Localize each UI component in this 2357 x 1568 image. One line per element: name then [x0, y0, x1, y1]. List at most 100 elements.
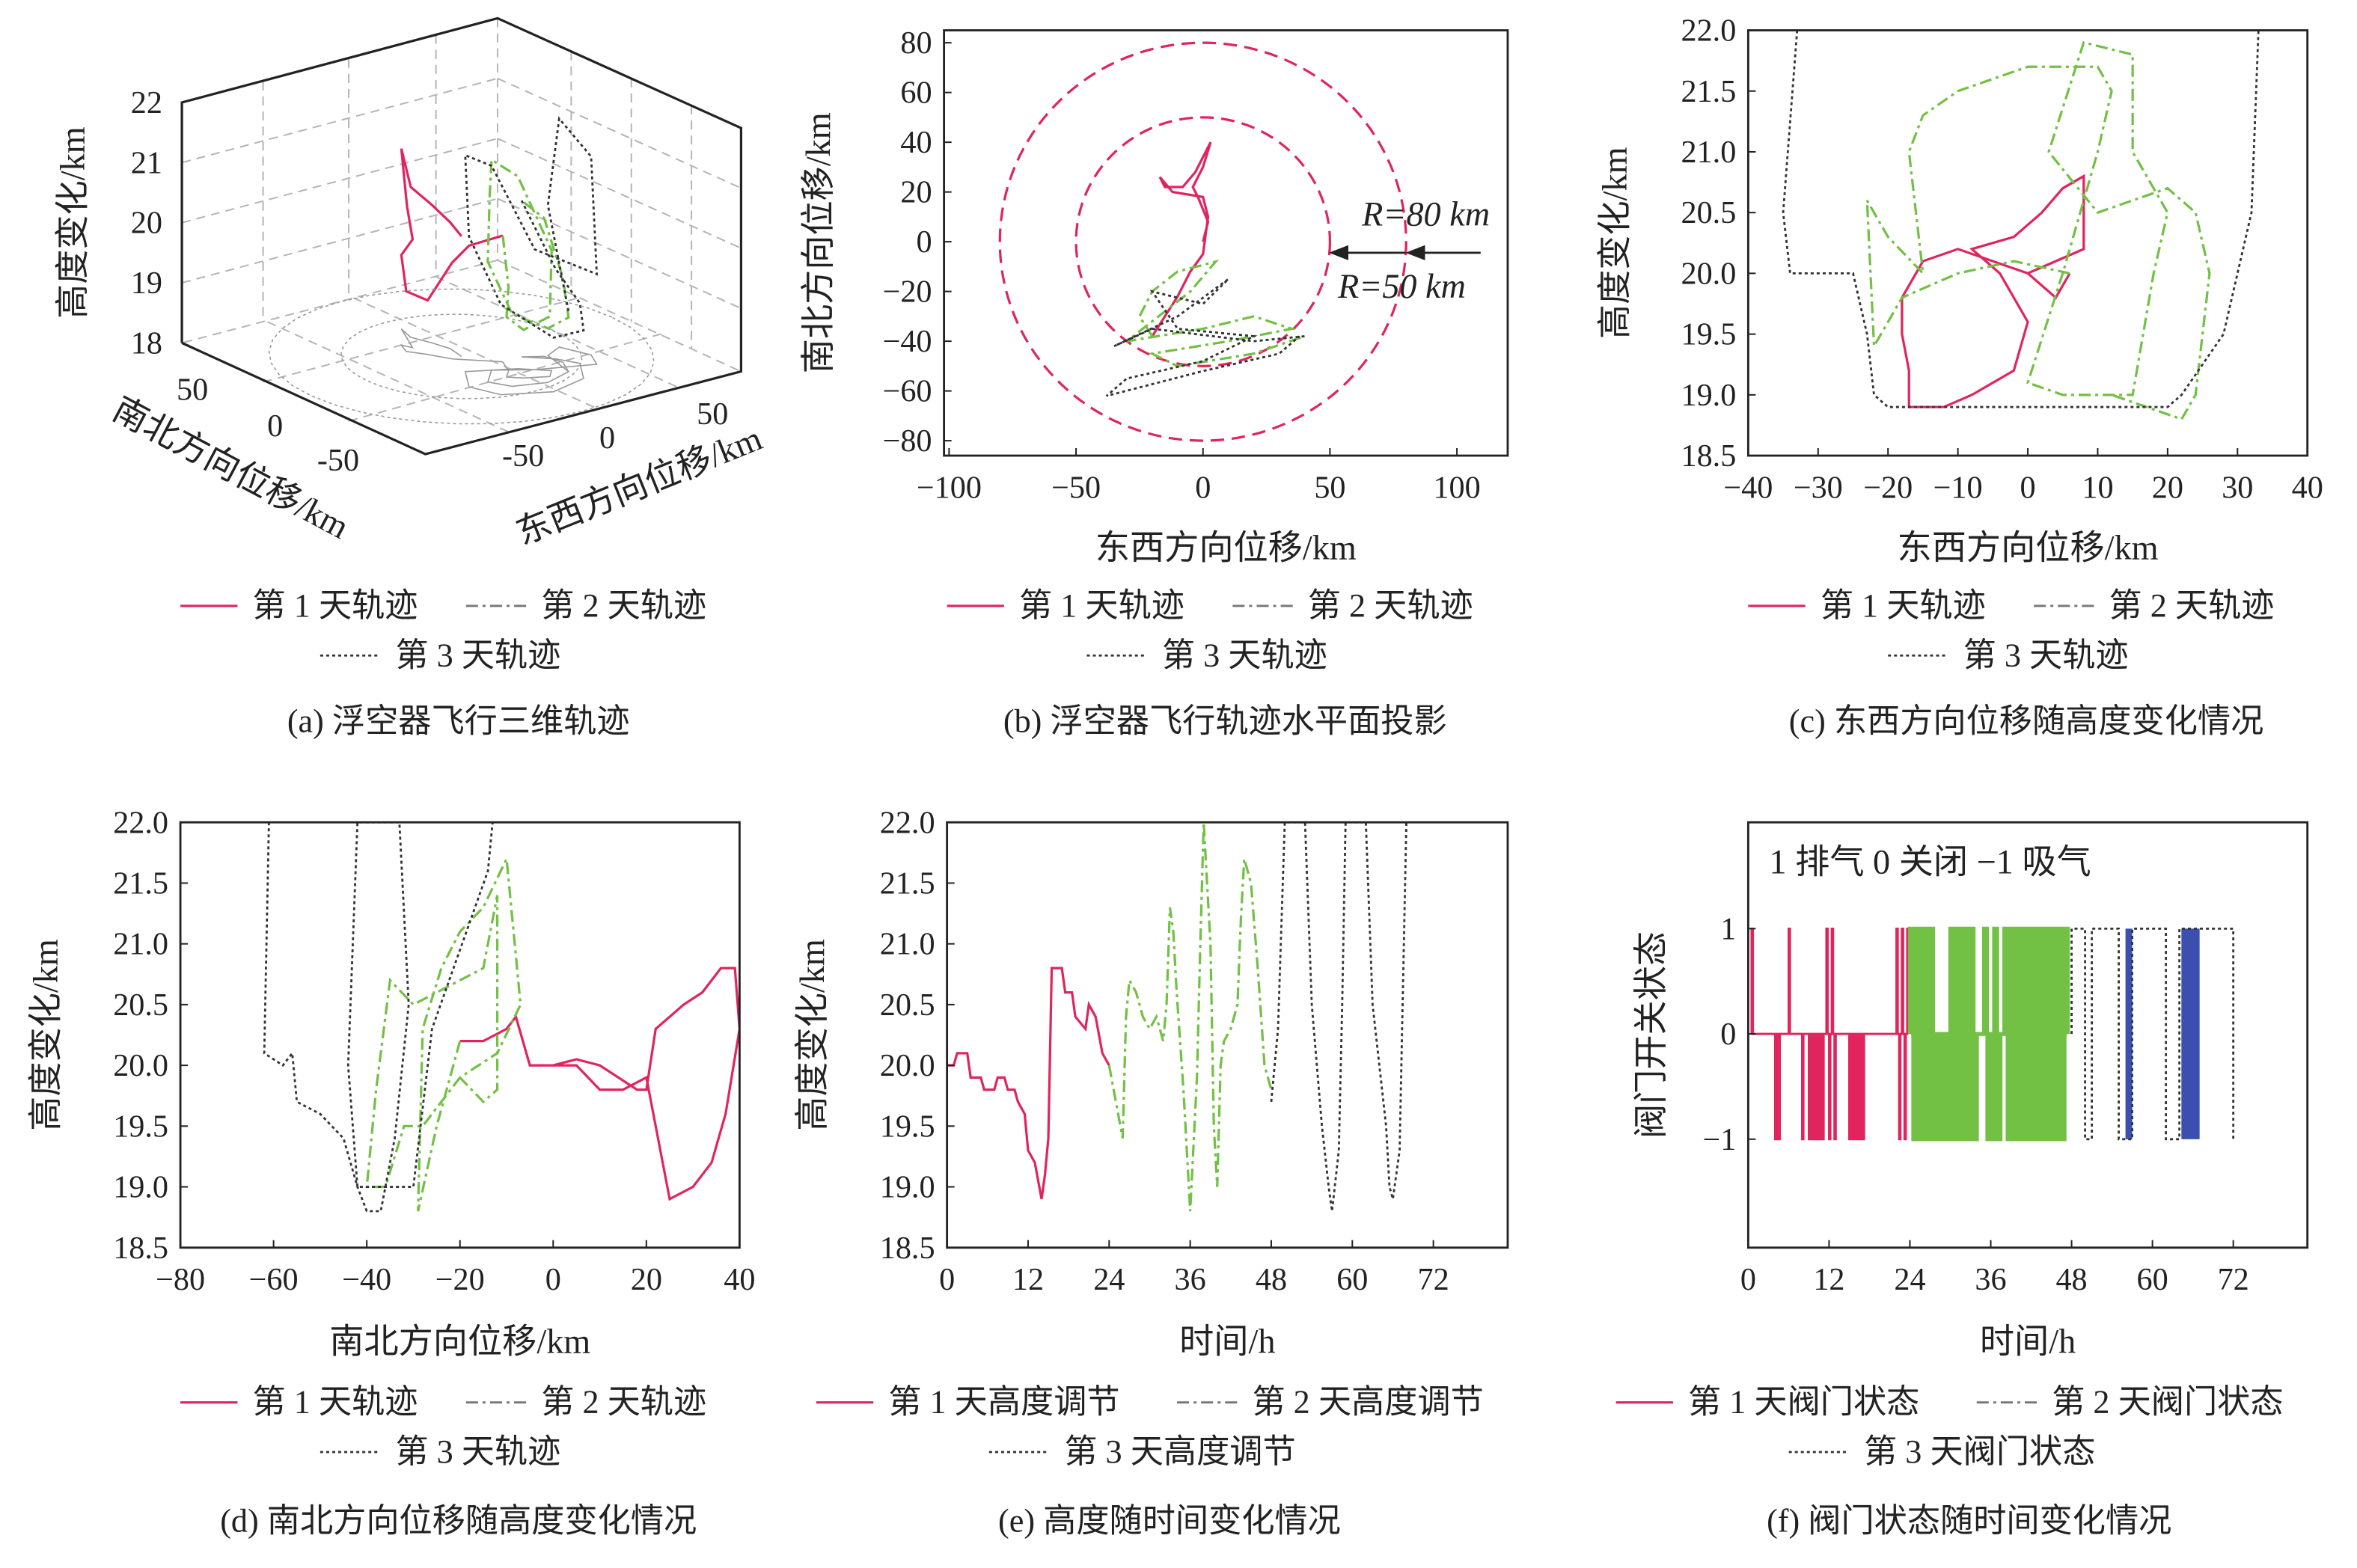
y-tick-label: 19.0 [113, 1170, 168, 1205]
z-axis-label: 高度变化/km [54, 126, 92, 319]
x-tick-label: 24 [1894, 1262, 1925, 1297]
floor-circle [340, 313, 583, 399]
panel-f: 0 12 24 36 48 60 72 1 0 −1 时间/h 阀门开关状态 1 排气 0 关闭 −1 … [1632, 821, 2309, 1360]
z-tick: 21 [131, 145, 162, 180]
x-tick-label: 60 [2137, 1262, 2168, 1297]
series-line-day1 [1151, 141, 1212, 337]
ew-tick: 0 [599, 420, 615, 456]
x-tick-label: 10 [2082, 470, 2113, 505]
y-tick-label: −60 [883, 374, 932, 409]
panel-d: −80 −60 −40 −20 0 20 40 22.0 21.5 21.0 20.5 20.0 19.… [26, 805, 755, 1360]
panel-a: 22 21 20 19 18 50 0 -50 -50 0 50 高度变化/km… [54, 16, 767, 552]
series-line-day3 [1782, 30, 2260, 408]
ns-tick: 0 [267, 408, 283, 444]
x-tick-label: 60 [1336, 1262, 1368, 1297]
y-axis-label: 高度变化/km [793, 939, 831, 1131]
grid-3d [181, 18, 742, 434]
series-line-day2 [365, 854, 522, 1212]
ns-tick: -50 [317, 443, 359, 478]
legend-label-day2: 第 2 天轨迹 [1308, 587, 1473, 624]
x-tick-label: −60 [249, 1262, 299, 1297]
legend-label-day2: 第 2 天轨迹 [541, 587, 706, 624]
x-tick-label: 0 [1740, 1262, 1756, 1297]
caption-a: (a) 浮空器飞行三维轨迹 [287, 703, 630, 740]
y-tick-label: 21.5 [1681, 74, 1737, 109]
x-tick-label: 0 [545, 1262, 561, 1297]
legend-label-day1: 第 1 天轨迹 [253, 1384, 418, 1421]
x-tick-label: 72 [1418, 1262, 1449, 1297]
x-axis-label: 东西方向位移/km [1095, 529, 1357, 567]
y-tick-label: 21.0 [113, 927, 168, 962]
y-tick-label: −1 [1702, 1122, 1736, 1157]
y-tick-label: 22.0 [113, 805, 168, 840]
plot-area [1782, 30, 2260, 421]
legend-label-day2: 第 2 天轨迹 [541, 1384, 706, 1421]
z-tick: 22 [131, 85, 162, 120]
panel-b: −100 −50 0 50 100 80 60 40 20 0 −20 −40 −60 −80 东西方向位移… [799, 25, 1509, 567]
x-tick-label: 0 [1195, 470, 1211, 505]
y-tick-label: 20.0 [880, 1048, 935, 1083]
x-axis-label: 时间/h [1179, 1322, 1275, 1360]
caption-d: (d) 南北方向位移随高度变化情况 [220, 1502, 697, 1539]
y-tick-labels: 50 0 -50 [177, 373, 359, 478]
annotation-r80: R=80 km [1361, 195, 1490, 233]
caption-b: (b) 浮空器飞行轨迹水平面投影 [1003, 703, 1447, 740]
legend-label-day1: 第 1 天轨迹 [1821, 587, 1986, 624]
y-tick-label: 19.0 [1681, 378, 1737, 413]
x-axis-label: 南北方向位移/km [329, 1322, 590, 1360]
series-line-day3 [263, 822, 494, 1213]
plot-area [1750, 926, 2235, 1142]
legend-label-day1: 第 1 天高度调节 [888, 1384, 1119, 1421]
y-tick-label: 20.5 [1681, 195, 1737, 230]
y-tick-label: 0 [1720, 1017, 1736, 1052]
x-tick-label: 36 [1975, 1262, 2006, 1297]
ns-tick: 50 [177, 373, 208, 408]
radius-circle-80 [998, 41, 1407, 442]
x-tick-label: 40 [724, 1262, 755, 1297]
arrow-head-icon [1405, 245, 1425, 260]
x-tick-label: −80 [156, 1262, 205, 1297]
y-tick-label: −40 [883, 324, 932, 359]
annotation-r50: R=50 km [1337, 267, 1466, 305]
y-tick-label: 20.5 [880, 987, 935, 1023]
x-tick-label: 0 [939, 1262, 955, 1297]
x-tick-label: −40 [342, 1262, 391, 1297]
y-tick-label: 19.5 [1681, 317, 1737, 352]
x-tick-label: 20 [631, 1262, 662, 1297]
x-tick-label: −30 [1794, 470, 1843, 505]
legend-label-day1: 第 1 天轨迹 [1019, 587, 1184, 624]
floor-circle [268, 288, 655, 425]
y-tick-label: 60 [900, 76, 932, 111]
z-tick-labels: 22 21 20 19 18 [131, 85, 162, 361]
x-tick-label: 48 [1256, 1262, 1287, 1297]
y-tick-label: 22.0 [880, 805, 935, 840]
y-tick-label: 22.0 [1681, 13, 1737, 49]
x-tick-label: 48 [2055, 1262, 2087, 1297]
series-line-day1 [947, 967, 1110, 1200]
x-tick-label: −40 [1723, 470, 1773, 505]
x-tick-label: −20 [435, 1262, 485, 1297]
x-tick-label: 12 [1012, 1262, 1044, 1297]
y-tick-label: 21.0 [880, 927, 935, 962]
ew-tick: 50 [697, 396, 728, 432]
plot-frame [1746, 29, 2309, 457]
z-tick: 18 [131, 325, 162, 361]
series-line-day1 [459, 967, 740, 1201]
x-tick-label: 50 [1314, 470, 1345, 505]
y-tick-label: 40 [900, 125, 932, 160]
y-tick-label: 18.5 [113, 1231, 168, 1266]
legend-label-day2: 第 2 天高度调节 [1252, 1384, 1483, 1421]
plot-area [947, 822, 1407, 1212]
x-tick-label: 12 [1813, 1262, 1844, 1297]
y-tick-label: 0 [916, 224, 932, 260]
valve-step-day3 [2070, 927, 2235, 1141]
z-tick: 20 [131, 206, 162, 241]
caption-c: (c) 东西方向位移随高度变化情况 [1789, 703, 2264, 740]
y-tick-label: 20.0 [1681, 256, 1737, 291]
x-tick-label: 36 [1175, 1262, 1206, 1297]
